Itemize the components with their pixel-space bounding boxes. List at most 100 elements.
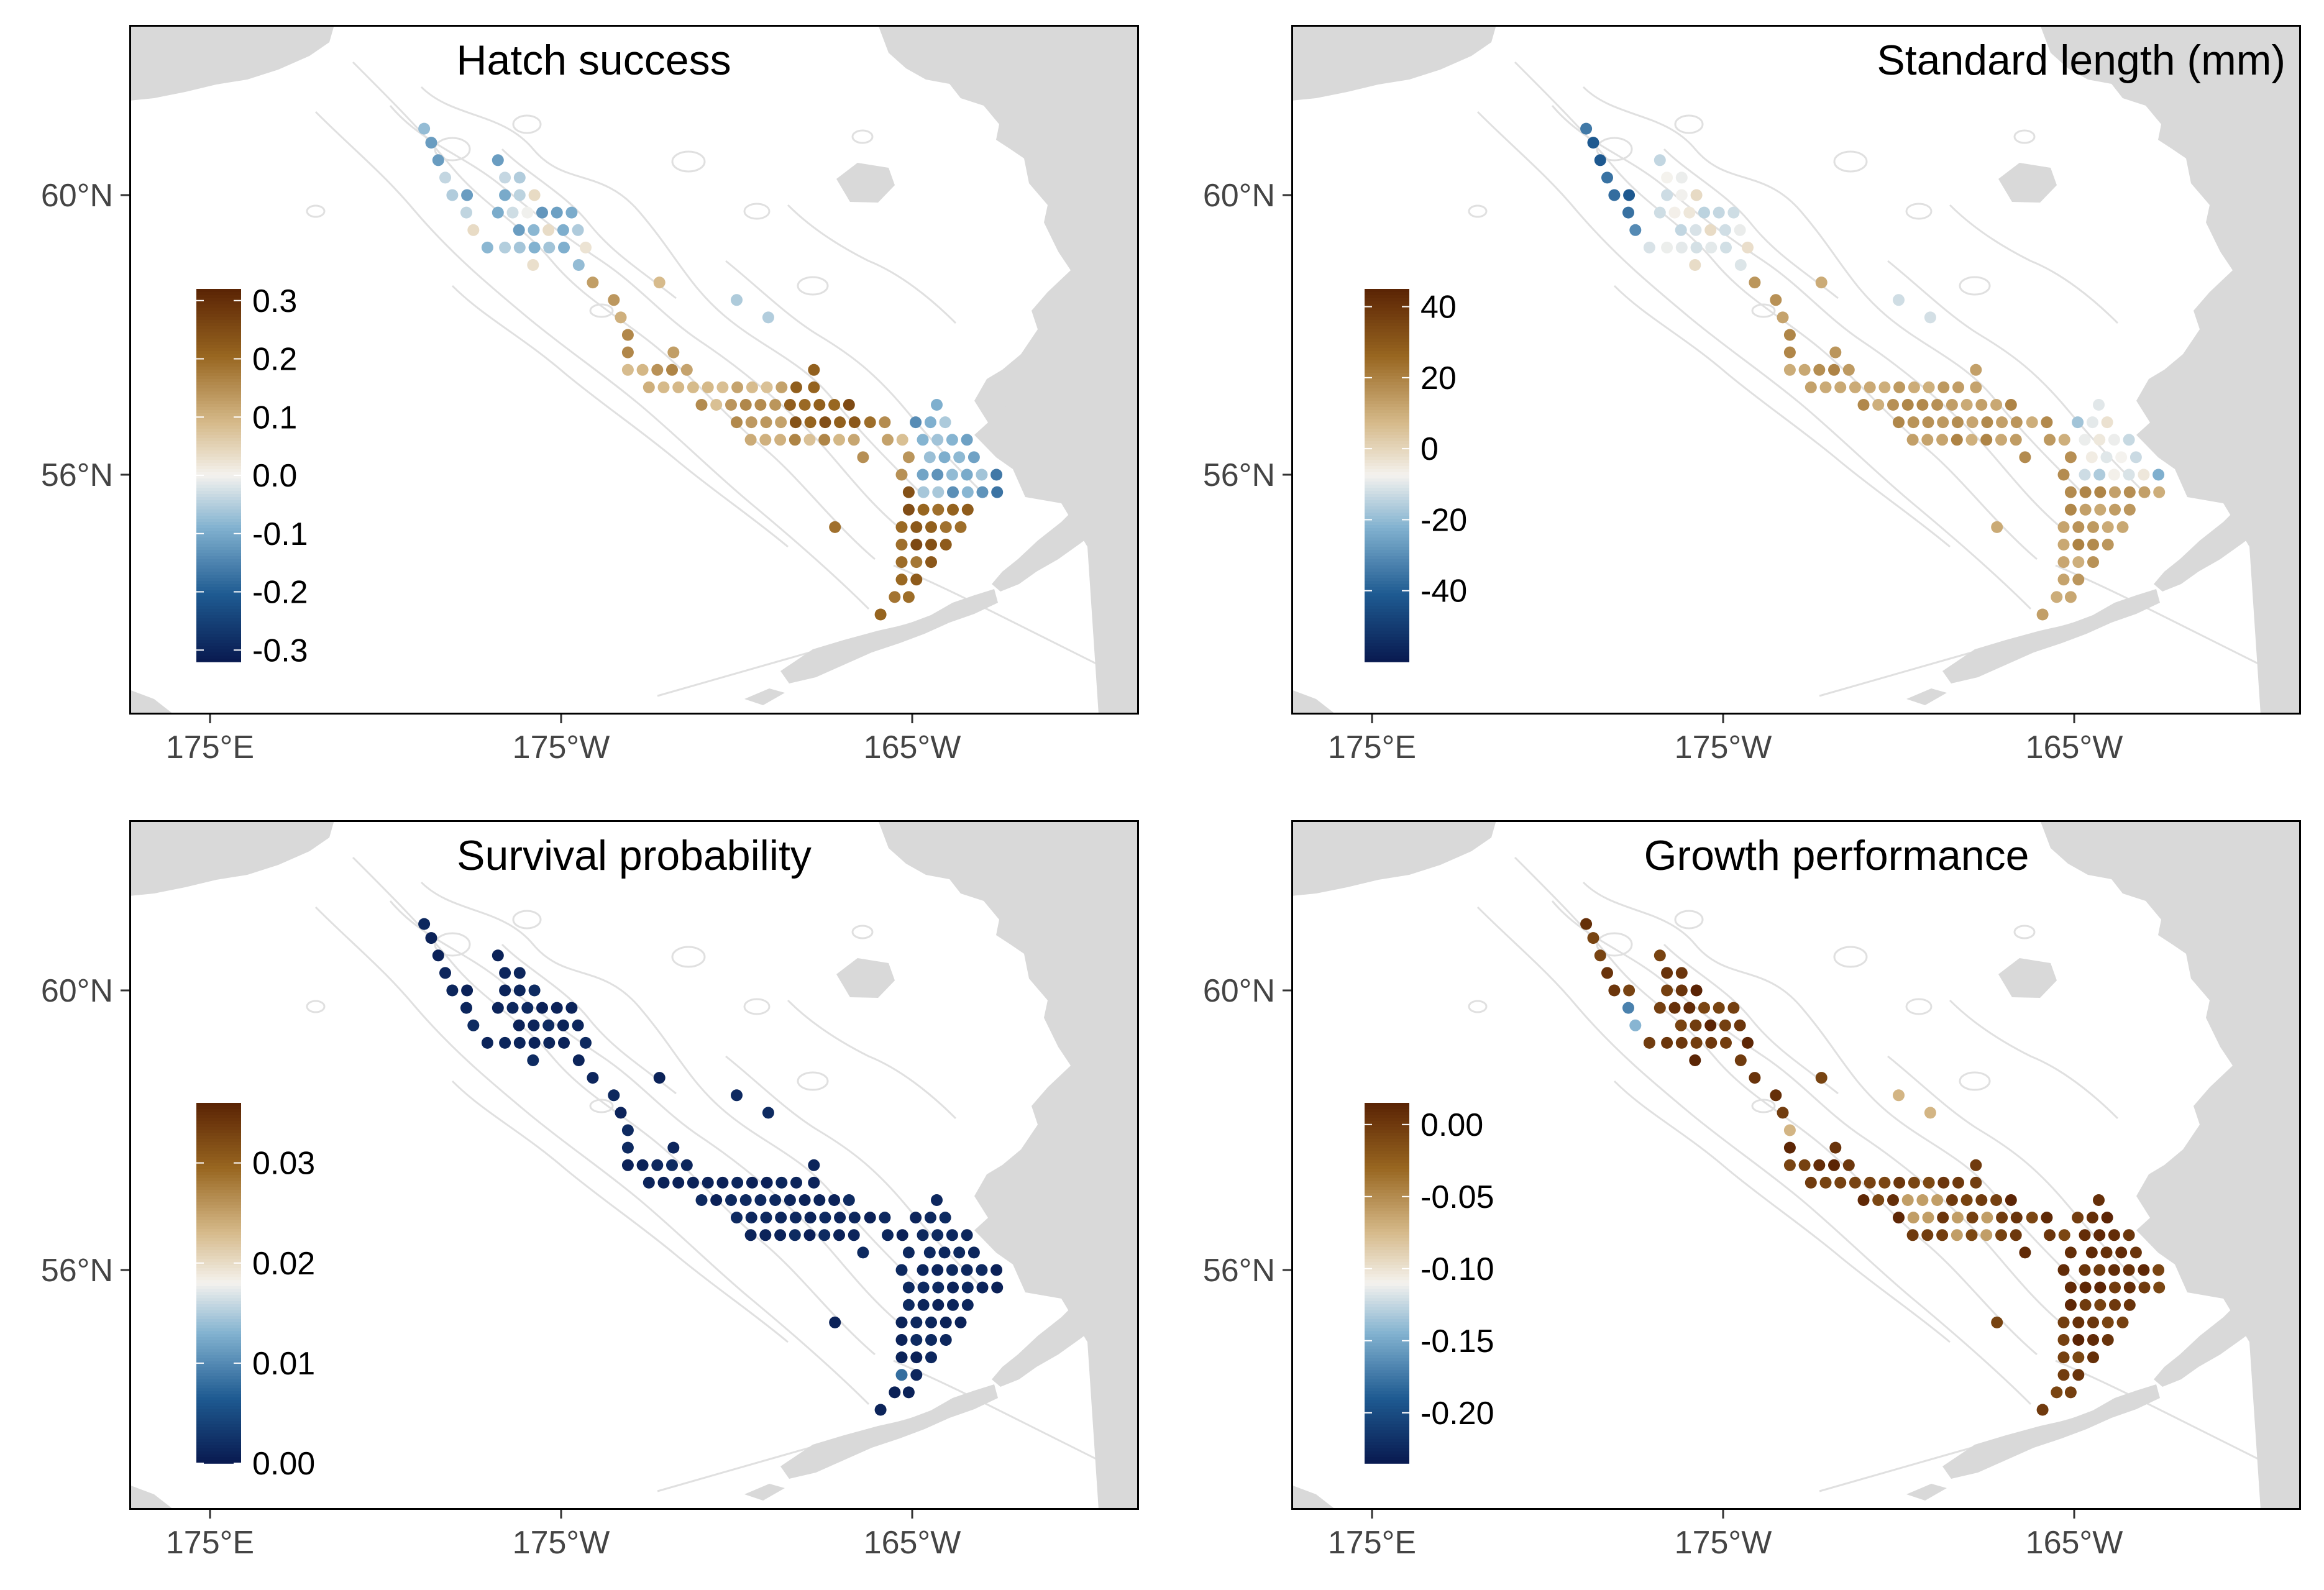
station-point bbox=[731, 416, 743, 429]
station-point bbox=[1842, 1159, 1855, 1171]
station-point bbox=[924, 416, 936, 429]
x-tick-label: 175°E bbox=[166, 729, 254, 765]
station-point bbox=[557, 224, 569, 236]
station-point bbox=[775, 416, 787, 429]
station-point bbox=[499, 241, 511, 254]
x-tick-label: 175°E bbox=[1328, 1525, 1416, 1561]
station-point bbox=[513, 967, 526, 979]
station-point bbox=[731, 1176, 744, 1189]
station-point bbox=[621, 329, 634, 341]
station-point bbox=[1798, 1159, 1811, 1171]
station-point bbox=[2138, 486, 2151, 498]
station-point bbox=[527, 259, 539, 271]
station-point bbox=[746, 1176, 758, 1189]
station-point bbox=[1643, 1036, 1655, 1049]
station-point bbox=[1996, 416, 2008, 429]
station-point bbox=[917, 1281, 930, 1294]
station-point bbox=[1887, 1194, 1899, 1206]
station-point bbox=[2094, 1299, 2107, 1311]
station-point bbox=[731, 1089, 743, 1102]
station-point bbox=[1608, 984, 1621, 997]
station-point bbox=[528, 189, 541, 201]
legend-label: -0.1 bbox=[252, 516, 308, 552]
station-point bbox=[716, 1176, 729, 1189]
station-point bbox=[1922, 1212, 1934, 1224]
station-point bbox=[1783, 1141, 1796, 1154]
station-point bbox=[769, 399, 782, 411]
station-point bbox=[902, 486, 915, 498]
station-point bbox=[828, 1194, 841, 1206]
station-points bbox=[418, 122, 1004, 621]
x-tick-label: 165°W bbox=[2026, 1525, 2123, 1561]
station-point bbox=[1923, 381, 1935, 393]
station-point bbox=[917, 1264, 929, 1276]
station-point bbox=[1952, 381, 1964, 393]
station-point bbox=[615, 1107, 627, 1119]
station-point bbox=[902, 503, 915, 516]
station-point bbox=[499, 1036, 511, 1049]
legend-label: -20 bbox=[1420, 502, 1467, 538]
station-point bbox=[946, 434, 958, 446]
x-tick-label: 175°W bbox=[1675, 729, 1772, 765]
station-point bbox=[1872, 399, 1885, 411]
station-point bbox=[1580, 918, 1593, 930]
station-point bbox=[843, 1194, 855, 1206]
station-point bbox=[1901, 1194, 1914, 1206]
station-point bbox=[2094, 1281, 2107, 1294]
station-point bbox=[976, 468, 988, 481]
station-point bbox=[931, 1264, 944, 1276]
station-point bbox=[2057, 1351, 2070, 1364]
station-point bbox=[528, 224, 540, 236]
station-point bbox=[798, 399, 811, 411]
station-point bbox=[1819, 1176, 1832, 1189]
station-point bbox=[932, 503, 945, 516]
legend-colorbar: 0.03 0.02 0.01 0.00 bbox=[196, 1103, 315, 1482]
station-point bbox=[542, 224, 555, 236]
station-point bbox=[1805, 381, 1817, 393]
station-point bbox=[580, 241, 592, 254]
station-point bbox=[1689, 259, 1701, 271]
legend-label: -0.20 bbox=[1420, 1396, 1494, 1432]
station-point bbox=[976, 486, 989, 498]
station-point bbox=[1966, 416, 1979, 429]
station-point bbox=[1975, 399, 1988, 411]
station-point bbox=[1661, 241, 1673, 254]
station-point bbox=[506, 1002, 519, 1014]
station-point bbox=[1690, 1036, 1703, 1049]
station-point bbox=[2094, 486, 2107, 498]
station-point bbox=[1675, 241, 1688, 254]
station-point bbox=[446, 984, 459, 997]
station-point bbox=[947, 503, 959, 516]
station-point bbox=[2026, 1212, 2038, 1224]
station-point bbox=[874, 608, 887, 621]
station-point bbox=[1951, 1229, 1963, 1241]
station-point bbox=[1937, 1176, 1950, 1189]
station-point bbox=[1834, 1176, 1847, 1189]
station-point bbox=[902, 591, 915, 603]
station-point bbox=[991, 1281, 1004, 1294]
station-point bbox=[895, 521, 908, 533]
station-point bbox=[2138, 1264, 2150, 1276]
station-point bbox=[1916, 1194, 1929, 1206]
station-point bbox=[1842, 363, 1855, 376]
station-point bbox=[513, 984, 526, 997]
station-point bbox=[1594, 949, 1606, 962]
station-point bbox=[931, 1229, 944, 1241]
station-point bbox=[725, 1194, 737, 1206]
station-point bbox=[558, 241, 570, 254]
station-point bbox=[460, 1002, 472, 1014]
station-point bbox=[608, 294, 620, 306]
station-point bbox=[754, 399, 767, 411]
station-point bbox=[1629, 1019, 1642, 1031]
station-point bbox=[2079, 434, 2091, 446]
station-point bbox=[1878, 1176, 1891, 1189]
station-point bbox=[1705, 241, 1718, 254]
station-point bbox=[492, 1002, 504, 1014]
station-point bbox=[803, 434, 816, 446]
station-point bbox=[2123, 1281, 2136, 1294]
station-point bbox=[621, 1124, 634, 1136]
station-point bbox=[460, 206, 472, 219]
station-point bbox=[961, 1281, 974, 1294]
station-point bbox=[2087, 1334, 2099, 1346]
station-point bbox=[1719, 1019, 1731, 1031]
